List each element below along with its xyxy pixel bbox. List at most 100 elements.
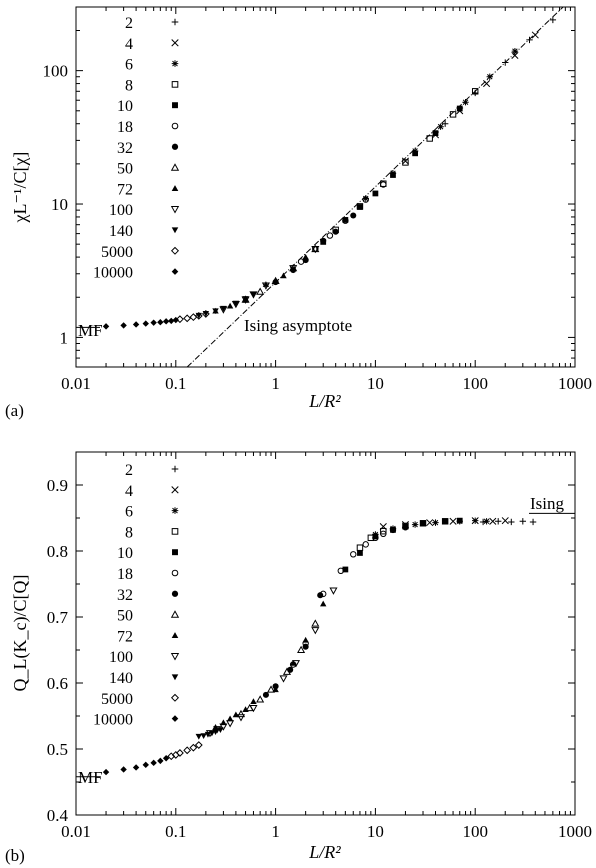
data-point-10 xyxy=(342,217,349,223)
legend-label-10: 10 xyxy=(117,98,133,115)
data-point-10000 xyxy=(150,319,157,326)
data-point-10 xyxy=(357,204,363,210)
legend-label-10: 10 xyxy=(117,545,133,562)
legend-label-4: 4 xyxy=(125,483,133,500)
legend-marker-140 xyxy=(171,674,179,681)
legend-label-2: 2 xyxy=(125,462,133,479)
data-point-8 xyxy=(380,527,387,535)
data-point-50 xyxy=(236,709,246,718)
data-point-8 xyxy=(441,518,449,525)
plot-frame-a xyxy=(75,6,576,368)
legend-label-5000: 5000 xyxy=(101,244,133,261)
data-point-50 xyxy=(245,703,254,712)
legend-label-72: 72 xyxy=(117,628,133,645)
data-point-50 xyxy=(297,645,306,654)
data-point-10000 xyxy=(142,761,149,769)
x-tick-label: 0.1 xyxy=(165,822,186,841)
data-point-10 xyxy=(320,239,327,245)
data-point-2 xyxy=(508,518,515,526)
data-point-100 xyxy=(236,714,246,722)
ticks-b: 0.01 0.1 1 10 100 1000 0.4 0.5 0.6 0.7 0.8 0.9 xyxy=(47,452,592,841)
data-point-100 xyxy=(249,291,258,299)
data-point-140 xyxy=(232,300,240,307)
data-point-10000 xyxy=(120,766,127,773)
data-point-10000 xyxy=(132,321,140,328)
data-point-6 xyxy=(372,531,379,538)
data-point-18 xyxy=(312,245,319,253)
mf-label-b: MF xyxy=(78,768,103,787)
data-point-4 xyxy=(431,131,440,139)
data-point-4 xyxy=(456,107,464,115)
ising-label-b: Ising xyxy=(530,494,565,513)
data-point-4 xyxy=(449,517,457,525)
data-point-18 xyxy=(302,640,309,647)
data-point-10 xyxy=(402,523,409,530)
x-tick-label: 0.01 xyxy=(61,374,91,393)
x-tick-label: 1 xyxy=(271,374,280,393)
data-point-5000 xyxy=(183,746,192,755)
data-point-4 xyxy=(379,523,387,531)
data-point-8 xyxy=(332,226,339,234)
data-point-6 xyxy=(432,519,439,526)
data-point-6 xyxy=(437,123,444,130)
data-point-10 xyxy=(456,105,463,112)
x-tick-label: 1 xyxy=(271,822,280,841)
legend-label-5000: 5000 xyxy=(101,691,133,708)
y-tick-label: 1 xyxy=(60,328,69,347)
data-point-100 xyxy=(311,627,320,635)
data-point-50 xyxy=(241,295,250,303)
mf-label-a: MF xyxy=(78,321,103,340)
reference-lines-b xyxy=(76,512,575,778)
legend-label-10000: 10000 xyxy=(93,712,133,729)
data-point-10 xyxy=(432,130,439,137)
legend-label-140: 140 xyxy=(109,670,133,687)
legend-marker-10000 xyxy=(171,715,179,722)
data-point-4 xyxy=(489,517,497,525)
data-point-18 xyxy=(362,541,369,548)
data-point-10000 xyxy=(142,320,149,327)
data-point-72 xyxy=(262,281,270,287)
data-point-72 xyxy=(232,711,240,718)
legend-label-8: 8 xyxy=(125,524,133,541)
data-point-18 xyxy=(297,258,305,265)
data-point-6 xyxy=(486,73,493,80)
data-point-140 xyxy=(212,729,219,736)
data-point-140 xyxy=(204,731,212,738)
data-point-5000 xyxy=(176,315,184,324)
data-point-10 xyxy=(357,550,363,556)
data-point-50 xyxy=(256,695,265,703)
data-point-6 xyxy=(483,518,490,525)
legend-marker-72 xyxy=(171,185,179,192)
data-point-5000 xyxy=(183,314,192,323)
legend-marker-4 xyxy=(171,39,179,47)
legend-marker-2 xyxy=(171,18,179,26)
data-point-140 xyxy=(200,733,207,739)
data-point-8 xyxy=(356,544,364,551)
data-point-18 xyxy=(350,551,357,558)
data-point-10000 xyxy=(150,759,157,767)
x-tick-label: 10 xyxy=(367,374,384,393)
data-point-4 xyxy=(501,517,509,525)
data-point-10 xyxy=(442,518,449,525)
data-point-72 xyxy=(320,600,327,607)
y-tick-label: 100 xyxy=(43,62,69,81)
data-point-6 xyxy=(362,195,369,202)
legend-marker-8 xyxy=(171,528,179,535)
legend-b: 2 4 6 8 10 18 32 50 72 100 140 5000 10000 xyxy=(93,462,180,729)
legend-marker-100 xyxy=(170,206,180,214)
data-point-4 xyxy=(483,80,491,88)
data-point-4 xyxy=(401,157,409,165)
data-point-5000 xyxy=(176,749,184,757)
data-point-100 xyxy=(226,720,235,728)
y-tick-label: 0.5 xyxy=(47,740,68,759)
legend-label-72: 72 xyxy=(117,181,133,198)
data-point-10 xyxy=(420,520,426,527)
legend-marker-8 xyxy=(171,81,179,88)
data-point-4 xyxy=(531,31,539,39)
x-axis-label-a: L/R² xyxy=(308,391,341,411)
legend-label-140: 140 xyxy=(109,223,133,240)
data-point-72 xyxy=(242,297,249,303)
data-point-18 xyxy=(319,590,327,598)
data-point-50 xyxy=(311,619,320,627)
data-point-2 xyxy=(526,36,533,44)
